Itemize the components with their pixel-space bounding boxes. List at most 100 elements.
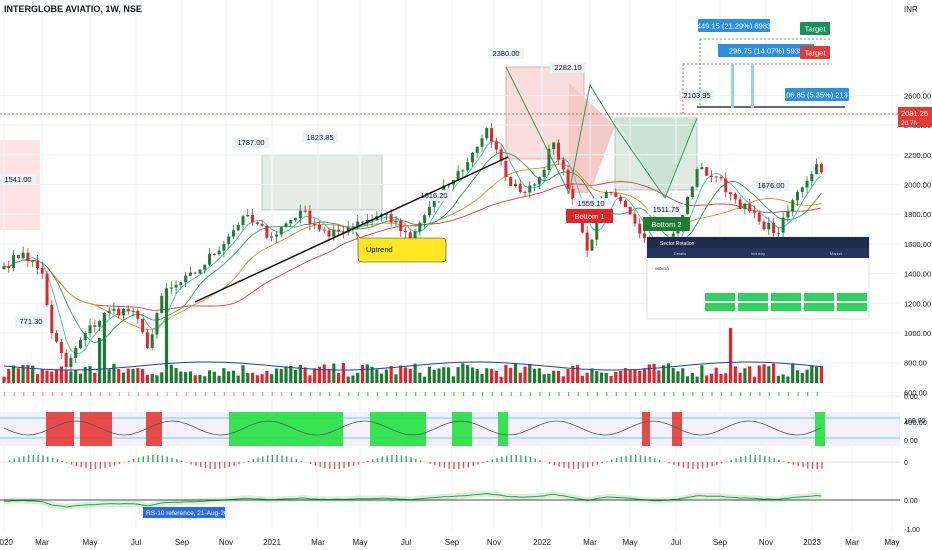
osc3-bar [8,460,11,462]
osc3-bar [238,462,240,465]
volume-bar [676,371,680,383]
osc3-bar [601,462,603,464]
candle-body [466,162,470,171]
candle-body [580,216,584,233]
candle-body [743,203,747,209]
osc3-bar [352,462,355,466]
price-tick-label: 800.00 [904,359,927,368]
candle-body [55,333,59,342]
volume-bar [518,372,522,383]
osc1-bar [568,392,570,396]
osc1-bar [482,392,484,396]
osc3-bar [529,457,532,462]
price-tick-label: 2000.00 [904,181,931,190]
osc3-bar [348,462,350,468]
osc3-bar [458,462,460,469]
volume-bar [356,372,360,383]
osc3-bar [295,458,297,462]
osc2-zone [672,412,682,446]
osc3-bar [816,462,818,469]
volume-bar [571,366,575,383]
candle-body [241,216,245,226]
candle-body [604,191,608,203]
osc3-bar [677,462,680,467]
osc3-bar [577,462,579,469]
volume-bar [733,366,737,383]
volume-bar [776,375,780,383]
candle-body [356,221,360,227]
osc3-bar [37,455,39,462]
osc1-bar [424,392,426,396]
osc3-bar [13,458,15,462]
measure-label-bg [718,44,814,57]
volume-bar [169,364,173,383]
candle-body [456,171,460,181]
osc1-bar [195,392,197,396]
osc3-bar [104,462,106,469]
osc3-bar [520,455,522,462]
candle-body [399,220,403,232]
osc1-bar [539,392,541,396]
osc1-bar [42,392,44,396]
volume-bar [102,313,106,383]
candle-body [69,358,73,367]
last-price-badge [898,107,932,127]
osc3-bar [32,455,35,462]
volume-bar [771,363,776,383]
osc3-bar [611,459,613,462]
osc3-bar [625,455,627,462]
osc1-bar [70,392,73,396]
osc3-bar [558,462,560,467]
osc3-bar [759,455,761,462]
volume-bar [370,366,374,383]
candle-body [705,167,709,176]
osc1-bar [137,392,140,396]
volume-bar [59,366,63,383]
osc1-bar [99,392,101,396]
volume-bar [561,376,565,383]
inset-cell [705,303,735,311]
candle-body [504,160,508,178]
candle-body [255,222,259,224]
candle-body [384,214,388,216]
osc1-bar [462,392,465,396]
volume-bar [461,363,465,383]
candle-body [279,227,283,235]
volume-bar [437,368,441,383]
candle-body [155,313,159,335]
osc2-zone [498,412,508,446]
time-tick-label: 2022 [533,538,551,547]
price-level-label: 1511.75 [653,205,680,214]
volume-bar [800,373,804,383]
price-level-label-bg [647,204,685,215]
osc1-bar [166,392,168,396]
osc3-bar [448,462,450,469]
osc3-bar [156,455,159,462]
osc3-bar [133,458,135,462]
inset-cell [804,303,834,311]
osc3-bar [185,462,188,463]
osc3-bar [654,458,656,462]
osc1-bar [740,392,742,396]
time-tick-label: Nov [487,538,501,547]
volume-bar [595,371,599,383]
price-tick-label: 1600.00 [904,240,931,249]
volume-bar [619,370,623,383]
candle-body [251,214,255,223]
osc3-bar [778,459,780,462]
osc3-bar [443,462,446,468]
osc1-bar [730,392,732,396]
osc1-bar [243,392,245,396]
volume-bar [250,372,255,383]
candle-body [590,239,594,251]
volume-bar [174,367,178,383]
osc3-bar [199,462,202,468]
time-tick-label: Mar [583,538,597,547]
osc3-bar [42,455,44,462]
candle-body [566,169,570,189]
osc3-bar [429,462,431,464]
price-level-label-bg [572,198,610,209]
osc3-bar [615,458,618,462]
bottom-label-bg [643,217,690,231]
